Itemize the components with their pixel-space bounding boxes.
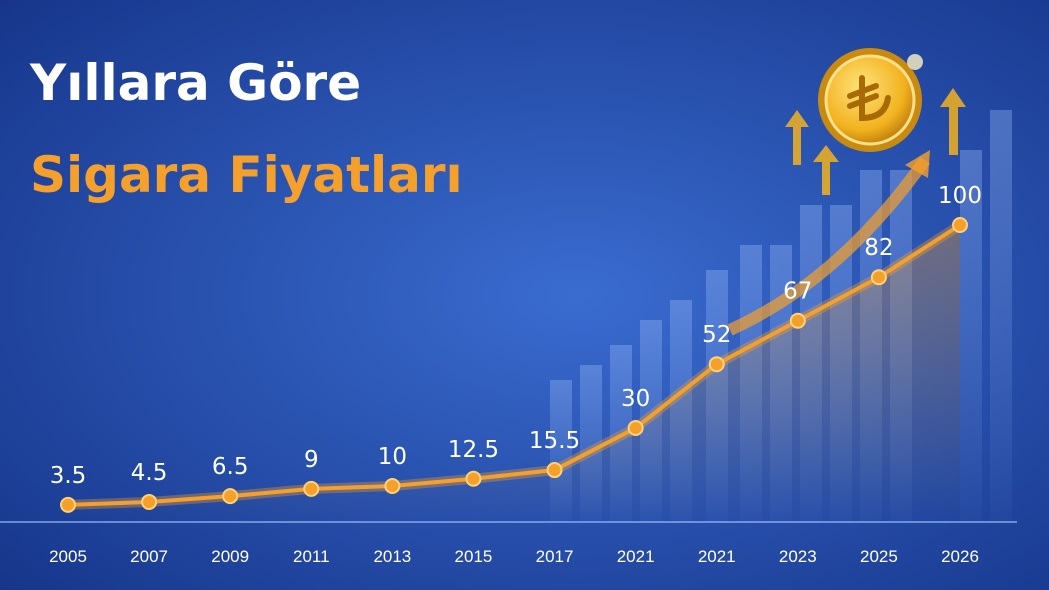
point <box>952 217 968 233</box>
chart-subtitle: Sigara Fiyatları <box>30 146 463 204</box>
value-label: 6.5 <box>212 454 249 480</box>
x-tick-label: 2023 <box>779 547 817 566</box>
x-tick-label: 2011 <box>293 547 330 566</box>
point <box>708 356 725 373</box>
chart-title: Yıllara Göre <box>29 54 361 112</box>
point <box>60 496 76 513</box>
trend-arrowhead <box>905 150 930 178</box>
x-tick-label: 2009 <box>211 547 249 566</box>
point <box>627 420 644 436</box>
x-tick-label: 2026 <box>941 547 979 566</box>
value-label: 67 <box>783 279 812 305</box>
x-tick-label: 2013 <box>373 547 411 566</box>
point <box>141 493 158 510</box>
value-label: 82 <box>864 235 893 261</box>
point <box>384 478 401 494</box>
up-arrows <box>785 88 966 195</box>
value-label: 100 <box>938 183 982 209</box>
point <box>222 488 239 505</box>
value-label: 4.5 <box>131 460 168 486</box>
x-tick-label: 2015 <box>455 547 493 566</box>
point <box>546 462 563 479</box>
value-label: 12.5 <box>448 437 499 463</box>
x-tick-label: 2021 <box>698 547 736 566</box>
value-label: 9 <box>304 447 319 473</box>
x-tick-label: 2021 <box>617 547 655 566</box>
trend-arrow <box>727 156 930 336</box>
point <box>789 312 806 329</box>
value-label: 3.5 <box>50 463 87 489</box>
value-label: 30 <box>621 386 650 412</box>
x-tick-label: 2025 <box>860 547 898 566</box>
point <box>870 269 887 286</box>
value-label: 15.5 <box>529 428 580 454</box>
coin-icon <box>818 48 923 152</box>
point <box>303 480 320 497</box>
x-tick-label: 2005 <box>49 547 87 566</box>
value-label: 52 <box>702 322 731 348</box>
x-tick-label: 2017 <box>536 547 574 566</box>
value-label: 10 <box>378 444 407 470</box>
line <box>67 223 962 507</box>
point <box>465 470 482 487</box>
line-area <box>68 225 960 522</box>
x-tick-label: 2007 <box>130 547 168 566</box>
